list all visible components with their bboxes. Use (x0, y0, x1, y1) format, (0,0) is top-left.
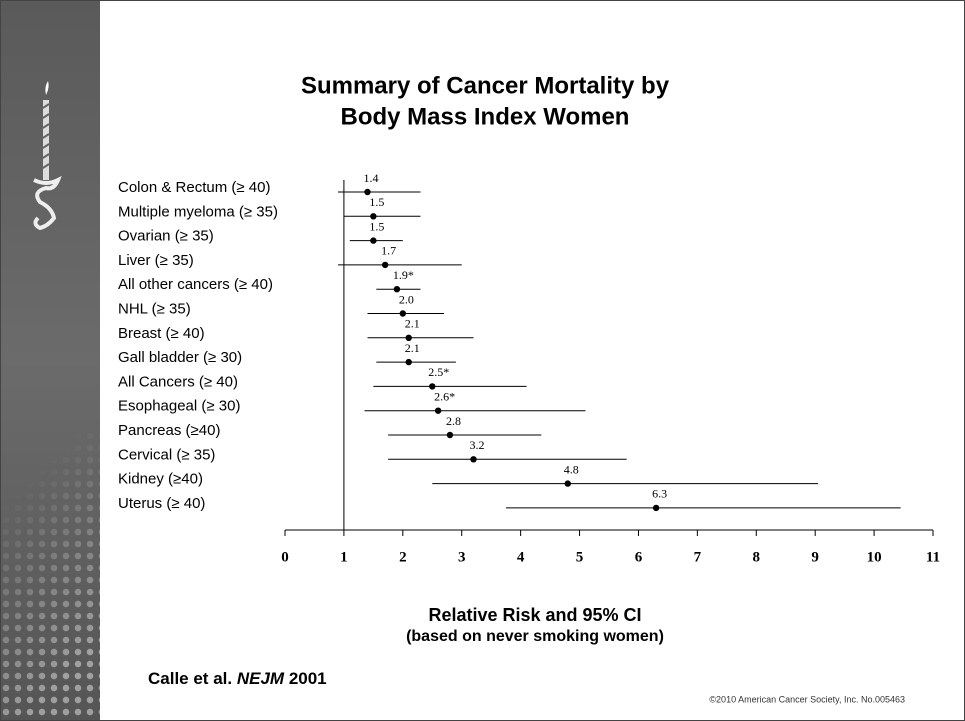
point (652, 504, 660, 512)
chart-title: Summary of Cancer Mortality by (301, 72, 670, 99)
x-tick-label: 6 (635, 549, 643, 565)
copyright: ©2010 American Cancer Society, Inc. No.0… (709, 694, 905, 704)
x-tick-label: 1 (340, 549, 348, 565)
x-axis-label: Relative Risk and 95% CI (428, 605, 641, 625)
dot-pattern (0, 430, 100, 721)
point (429, 383, 436, 390)
point (564, 480, 571, 487)
point (399, 310, 407, 317)
x-axis-note: (based on never smoking women) (406, 628, 664, 645)
value-label: 2.0 (399, 292, 414, 306)
value-label: 2.8 (446, 414, 461, 428)
y-tick-label: Cervical (≥ 35) (118, 446, 215, 463)
y-tick-label: Gall bladder (≥ 30) (118, 349, 242, 366)
y-tick-label: Multiple myeloma (≥ 35) (118, 203, 278, 220)
value-label: 4.8 (564, 462, 579, 476)
y-tick-label: Pancreas (≥40) (118, 422, 220, 439)
value-label: 3.2 (470, 438, 485, 452)
citation-year: 2001 (289, 669, 327, 688)
x-tick-label: 8 (753, 549, 761, 565)
point (364, 188, 371, 196)
point (370, 237, 377, 244)
x-tick-label: 9 (811, 549, 819, 565)
value-label: 1.4 (363, 171, 378, 185)
x-tick-label: 11 (926, 549, 940, 565)
point (405, 358, 412, 366)
y-tick-label: Kidney (≥40) (118, 471, 203, 488)
point (381, 261, 389, 269)
y-tick-label: Liver (≥ 35) (118, 252, 194, 269)
point (470, 456, 477, 463)
y-tick-label: Esophageal (≥ 30) (118, 398, 240, 415)
x-tick-label: 7 (694, 549, 702, 565)
citation-journal: NEJM (237, 669, 285, 688)
point (446, 431, 454, 439)
y-tick-label: Breast (≥ 40) (118, 325, 205, 342)
value-label: 1.5 (369, 219, 384, 233)
y-tick-label: All Cancers (≥ 40) (118, 373, 238, 390)
point (405, 334, 412, 341)
citation: Calle et al. NEJM 2001 (148, 669, 327, 688)
point (393, 286, 401, 293)
x-tick-label: 3 (458, 549, 466, 565)
logo (33, 81, 62, 231)
x-tick-label: 4 (517, 549, 525, 565)
value-label: 6.3 (652, 487, 667, 501)
value-label: 2.1 (405, 341, 420, 355)
x-tick-label: 0 (281, 549, 289, 565)
value-label: 2.1 (405, 317, 420, 331)
y-tick-label: Uterus (≥ 40) (118, 495, 205, 512)
y-tick-label: Colon & Rectum (≥ 40) (118, 179, 270, 196)
value-label: 1.9* (393, 268, 414, 282)
citation-authors: Calle et al. (148, 669, 232, 688)
y-tick-label: All other cancers (≥ 40) (118, 276, 273, 293)
value-label: 2.5* (428, 365, 449, 379)
y-tick-label: NHL (≥ 35) (118, 300, 191, 317)
chart-title: Body Mass Index Women (341, 103, 630, 130)
y-tick-label: Ovarian (≥ 35) (118, 228, 214, 245)
value-label: 1.7 (381, 244, 396, 258)
x-tick-label: 2 (399, 549, 407, 565)
point (370, 213, 377, 220)
x-tick-label: 10 (867, 549, 882, 565)
x-tick-label: 5 (576, 549, 584, 565)
value-label: 2.6* (434, 389, 455, 403)
point (434, 407, 442, 414)
sidebar (0, 0, 100, 721)
value-label: 1.5 (369, 195, 384, 209)
